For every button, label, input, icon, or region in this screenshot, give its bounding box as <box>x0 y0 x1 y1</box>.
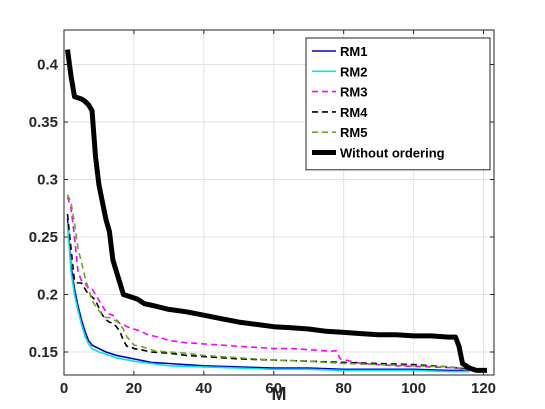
legend-entry: RM4 <box>340 105 368 120</box>
tick-labels: 0 20 40 60 80 100 120 0.15 0.2 0.25 0.3 0.35 0.4 <box>29 57 496 398</box>
legend-entry: Without ordering <box>340 146 445 161</box>
series-line-rm2 <box>66 223 470 373</box>
y-tick-label: 0.3 <box>37 172 58 189</box>
x-tick-label: 60 <box>265 380 282 397</box>
grid <box>63 30 494 375</box>
x-axis-label: M <box>272 384 287 404</box>
x-tick-label: 120 <box>471 380 496 397</box>
x-tick-label: 20 <box>126 380 143 397</box>
legend: RM1 RM2 RM3 RM4 RM5 Without ordering <box>305 37 491 171</box>
x-tick-label: 40 <box>195 380 212 397</box>
x-tick-label: 80 <box>335 380 352 397</box>
series-line-without-ordering <box>65 49 487 373</box>
legend-entry: RM3 <box>340 85 367 100</box>
y-tick-label: 0.15 <box>29 344 58 361</box>
series-line-rm3 <box>66 196 470 372</box>
legend-entry: RM5 <box>340 125 367 140</box>
y-tick-label: 0.4 <box>37 57 59 74</box>
series-line-rm5 <box>66 194 470 372</box>
legend-entry: RM1 <box>340 44 367 59</box>
series-lines <box>65 49 487 373</box>
plot-frame <box>63 29 495 376</box>
legend-entry: RM2 <box>340 64 367 79</box>
series-line-rm4 <box>66 213 470 371</box>
legend-box <box>305 37 491 171</box>
x-tick-label: 100 <box>401 380 426 397</box>
x-tick-label: 0 <box>60 380 68 397</box>
y-tick-label: 0.25 <box>29 229 58 246</box>
tick-marks <box>63 30 494 375</box>
y-tick-label: 0.2 <box>37 287 58 304</box>
series-line-rm1 <box>66 218 470 372</box>
y-tick-label: 0.35 <box>29 114 58 131</box>
